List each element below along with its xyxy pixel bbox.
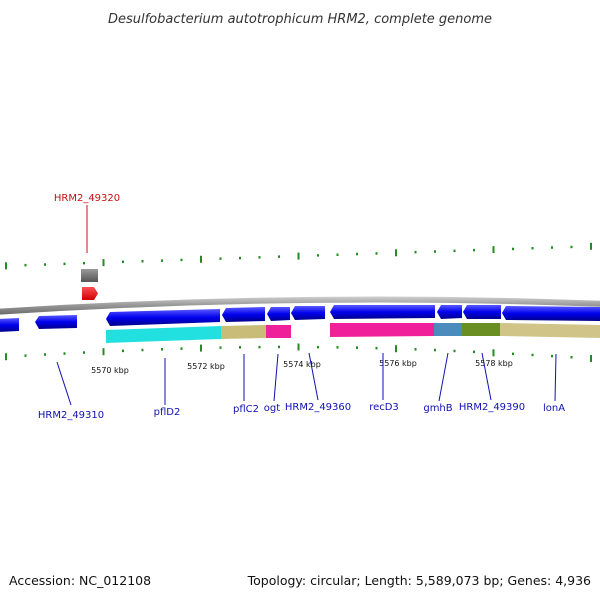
category-band-ogt — [266, 325, 291, 338]
scale-label-5572: 5572 kbp — [187, 362, 225, 371]
upper-tick-track — [5, 242, 592, 270]
scale-label-5570: 5570 kbp — [91, 366, 129, 375]
category-band-lonA — [500, 323, 600, 338]
gene-label-lonA[interactable]: lonA — [543, 403, 565, 414]
cds-arrow-hrm2-49360[interactable] — [291, 306, 325, 320]
leader-hrm2-49390 — [481, 352, 492, 401]
cds-arrow-pflC2[interactable] — [222, 307, 265, 322]
red-feature-hrm2-49320[interactable] — [82, 287, 98, 300]
gene-label-gmhB[interactable]: gmhB — [423, 403, 452, 414]
accession-text: Accession: NC_012108 — [9, 573, 151, 588]
leader-ogt — [273, 353, 279, 402]
leader-hrm2-49360 — [308, 352, 319, 401]
cds-arrow-hrm2-49310[interactable] — [35, 315, 77, 329]
genome-summary-text: Topology: circular; Length: 5,589,073 bp… — [247, 573, 591, 588]
scale-label-5578: 5578 kbp — [475, 359, 513, 368]
gray-feature[interactable] — [81, 269, 98, 282]
gene-label-pflD2[interactable]: pflD2 — [154, 407, 181, 418]
category-band-pflD2 — [106, 326, 221, 343]
backbone-arc — [0, 296, 600, 315]
cds-arrow-left-edge[interactable] — [0, 318, 19, 332]
leader-gmhB — [438, 352, 449, 402]
gene-label-ogt[interactable]: ogt — [264, 403, 280, 414]
gene-label-hrm2-49320[interactable]: HRM2_49320 — [54, 193, 120, 204]
gene-label-hrm2-49390[interactable]: HRM2_49390 — [459, 402, 525, 413]
category-band-hrm2-49390 — [462, 323, 500, 336]
scale-label-5574: 5574 kbp — [283, 360, 321, 369]
category-band-pflC2 — [221, 325, 266, 339]
cds-arrow-pflD2[interactable] — [106, 309, 220, 326]
category-band-recD3 — [330, 323, 434, 337]
cds-arrow-recD3[interactable] — [330, 305, 435, 319]
cds-arrow-hrm2-49390[interactable] — [463, 305, 501, 319]
gene-label-pflC2[interactable]: pflC2 — [233, 404, 259, 415]
label-leader-lines — [56, 205, 557, 406]
map-title: Desulfobacterium autotrophicum HRM2, com… — [108, 12, 492, 27]
gene-label-hrm2-49360[interactable]: HRM2_49360 — [285, 402, 351, 413]
cds-arrow-ogt[interactable] — [267, 307, 290, 321]
gene-label-recD3[interactable]: recD3 — [369, 402, 399, 413]
category-band-gmhB — [434, 323, 462, 336]
scale-label-5576: 5576 kbp — [379, 359, 417, 368]
cds-arrow-gmhB[interactable] — [437, 305, 462, 319]
cds-arrow-lonA[interactable] — [502, 306, 600, 321]
leader-hrm2-49310 — [56, 361, 72, 406]
gene-label-hrm2-49310[interactable]: HRM2_49310 — [38, 410, 104, 421]
leader-lonA — [554, 353, 557, 402]
lower-tick-track — [5, 343, 592, 362]
